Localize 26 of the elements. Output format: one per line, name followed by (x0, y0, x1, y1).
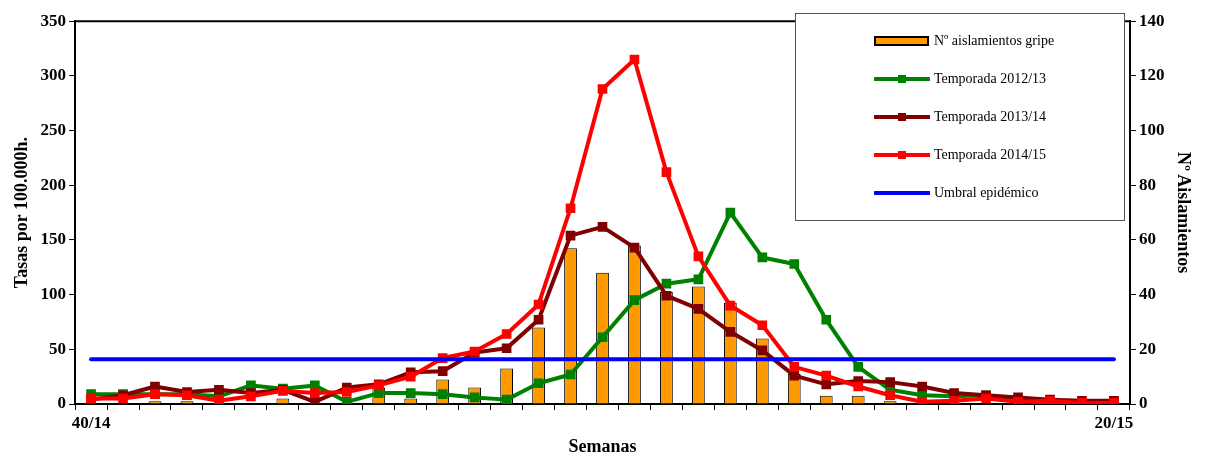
y2-tick-label: 140 (1138, 10, 1165, 30)
y-tick-label: 200 (40, 174, 67, 194)
y2-tick-label: 120 (1138, 65, 1165, 85)
y2-tick-label: 100 (1138, 119, 1165, 139)
y2-tick-label: 80 (1138, 174, 1156, 194)
legend-label: Nº aislamientos gripe (933, 33, 1055, 50)
y2-tick-label: 60 (1138, 229, 1156, 249)
y-axis-title: Tasas por 100.000h. (11, 137, 32, 289)
legend-label: Temporada 2012/13 (933, 71, 1047, 88)
legend-label: Umbral epidémico (933, 185, 1039, 202)
y2-tick-label: 20 (1138, 338, 1156, 358)
y2-tick-label: 40 (1138, 284, 1156, 304)
y2-tick-label: 0 (1138, 393, 1148, 413)
x-axis-title: Semanas (568, 435, 637, 456)
legend-label: Temporada 2013/14 (933, 109, 1047, 126)
y-tick-label: 250 (40, 119, 67, 139)
legend-label: Temporada 2014/15 (933, 147, 1047, 164)
y-tick-label: 350 (40, 10, 67, 30)
y-tick-label: 300 (40, 65, 67, 85)
y2-axis-title: Nº Aislamientos (1173, 151, 1194, 274)
y-tick-label: 100 (40, 284, 67, 304)
x-tick-label: 20/15 (1094, 412, 1134, 432)
y-tick-label: 50 (49, 338, 67, 358)
x-tick-label: 40/14 (71, 412, 111, 432)
y-tick-label: 150 (40, 229, 67, 249)
y-tick-label: 0 (57, 393, 67, 413)
